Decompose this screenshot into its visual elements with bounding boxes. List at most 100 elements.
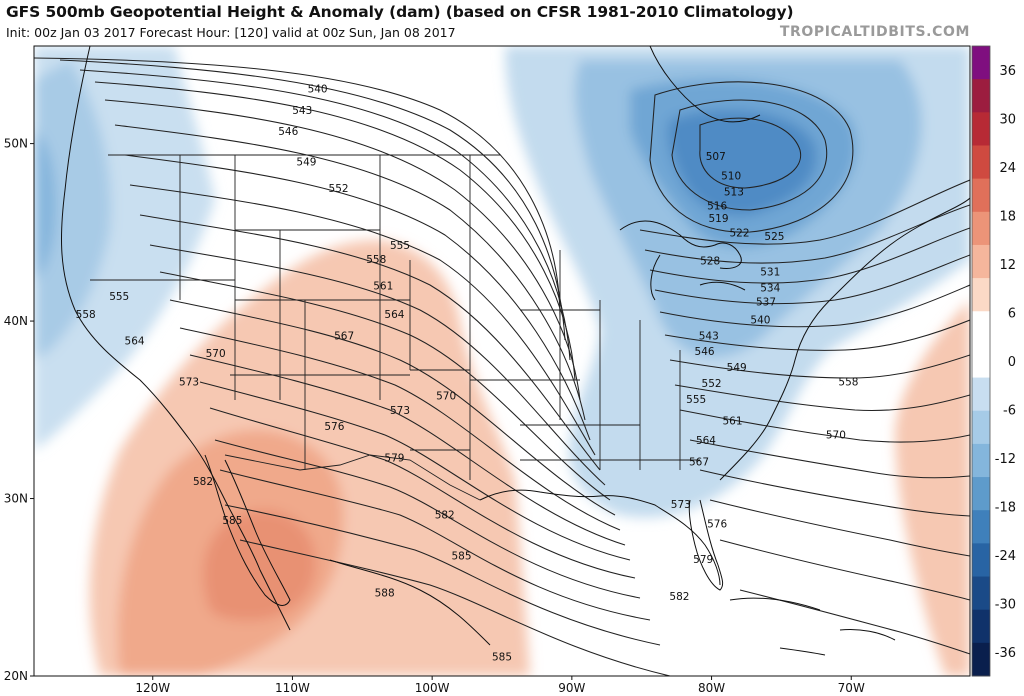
- longitude-tick-label: 110W: [275, 681, 310, 695]
- contour-label: 546: [695, 346, 715, 358]
- contour-label: 558: [76, 309, 96, 321]
- contour-label: 558: [838, 376, 858, 388]
- site-credit: TROPICALTIDBITS.COM: [779, 24, 970, 40]
- contour-label: 525: [764, 231, 784, 243]
- colorbar-swatch: [972, 145, 990, 180]
- colorbar-swatch: [972, 576, 990, 611]
- contour-label: 579: [693, 554, 713, 566]
- longitude-tick-label: 70W: [838, 681, 865, 695]
- colorbar-swatch: [972, 79, 990, 113]
- colorbar-tick-label: 18: [999, 210, 1016, 225]
- colorbar-swatch: [972, 410, 990, 445]
- contour-label: 549: [296, 156, 316, 168]
- contour-label: 552: [329, 183, 349, 195]
- contour-label: 507: [706, 151, 726, 163]
- contour-label: 519: [709, 213, 729, 225]
- state-borders: [90, 154, 700, 501]
- latitude-tick-label: 50N: [4, 137, 28, 151]
- colorbar-swatch: [972, 344, 990, 379]
- contour-label: 561: [373, 281, 393, 293]
- contour-label: 543: [699, 330, 719, 342]
- colorbar-tick-label: -6: [1003, 403, 1016, 418]
- colorbar-swatch: [972, 46, 990, 80]
- colorbar-tick-label: -30: [995, 597, 1016, 612]
- contour-label: 576: [324, 421, 344, 433]
- colorbar-labels: 36 30 24 18 12 6 0 -6 -12 -18 -24 -30 -36: [995, 64, 1016, 661]
- contour-label: 528: [700, 256, 720, 268]
- contour-label: 582: [435, 510, 455, 522]
- colorbar-swatch: [972, 112, 990, 146]
- contour-label: 555: [686, 394, 706, 406]
- colorbar-swatch: [972, 609, 990, 644]
- contour-label: 522: [729, 227, 749, 239]
- colorbar-swatch: [972, 510, 990, 544]
- longitude-tick-label: 80W: [698, 681, 725, 695]
- contour-label: 546: [278, 126, 298, 138]
- contour-label: 570: [206, 348, 226, 360]
- contour-label: 540: [750, 314, 770, 326]
- west-coast: [60, 46, 291, 631]
- caribbean-islands: [729, 597, 896, 656]
- hudson-bay-coast: [649, 46, 761, 123]
- contour-label: 567: [689, 456, 709, 468]
- colorbar-tick-label: 0: [1008, 355, 1016, 370]
- contour-label: 564: [125, 336, 145, 348]
- east-coast: [719, 197, 970, 481]
- contour-label: 570: [826, 430, 846, 442]
- latitude-axis: 50N 40N 30N 20N: [4, 137, 34, 683]
- colorbar-swatch: [972, 443, 990, 478]
- longitude-tick-label: 100W: [415, 681, 450, 695]
- longitude-tick-label: 90W: [558, 681, 585, 695]
- contour-label: 588: [375, 588, 395, 600]
- coastlines-and-borders: [60, 46, 970, 656]
- contour-label: 579: [384, 453, 404, 465]
- positive-anomaly-southwest-core: [203, 509, 316, 621]
- colorbar-tick-label: -36: [995, 646, 1016, 661]
- contour-label: 534: [760, 282, 780, 294]
- latitude-tick-label: 40N: [4, 314, 28, 328]
- colorbar-swatch: [972, 377, 990, 412]
- contour-label: 561: [722, 415, 742, 427]
- contour-label: 552: [702, 378, 722, 390]
- contour-label: 564: [384, 309, 404, 321]
- contour-label: 585: [492, 651, 512, 663]
- map-area: 540 543 546 549 552 555 558 561 564 567 570 573 576 5…: [34, 46, 970, 676]
- contour-label: 576: [707, 518, 727, 530]
- contour-label: 582: [669, 591, 689, 603]
- contour-label: 540: [308, 84, 328, 96]
- colorbar-tick-label: -18: [995, 500, 1016, 515]
- height-contours: [34, 57, 970, 676]
- negative-anomaly-east-center: [668, 109, 817, 216]
- contour-label: 564: [696, 435, 716, 447]
- negative-anomaly-west-core2: [34, 130, 57, 280]
- colorbar-swatch: [972, 244, 990, 279]
- contour-label: 516: [707, 201, 727, 213]
- positive-anomaly-atlantic: [895, 300, 970, 676]
- contour-label: 555: [390, 240, 410, 252]
- contour-label: 510: [721, 171, 741, 183]
- chart-title: GFS 500mb Geopotential Height & Anomaly …: [6, 3, 794, 21]
- contour-label: 543: [292, 105, 312, 117]
- colorbar-tick-label: 30: [999, 113, 1016, 128]
- colorbar-swatch: [972, 178, 990, 213]
- colorbar-tick-label: -12: [995, 452, 1016, 467]
- contour-labels: 540 543 546 549 552 555 558 561 564 567 570 573 576 5…: [76, 84, 859, 664]
- great-lakes: [619, 220, 746, 301]
- contour-label: 573: [179, 376, 199, 388]
- colorbar-frame: [971, 45, 991, 677]
- gulf-coast: [329, 489, 721, 646]
- contour-label: 549: [727, 362, 747, 374]
- contour-label: 585: [222, 515, 242, 527]
- colorbar-swatch: [972, 278, 990, 312]
- negative-anomaly-west-core: [34, 60, 111, 360]
- colorbar-tick-label: 6: [1008, 307, 1016, 322]
- contour-label: 585: [451, 550, 471, 562]
- colorbar-swatch: [972, 543, 990, 578]
- colorbar-swatch: [972, 477, 990, 511]
- longitude-tick-label: 120W: [135, 681, 170, 695]
- latitude-tick-label: 30N: [4, 492, 28, 506]
- contour-label: 582: [193, 476, 213, 488]
- contour-label: 573: [671, 499, 691, 511]
- colorbar: [971, 45, 991, 677]
